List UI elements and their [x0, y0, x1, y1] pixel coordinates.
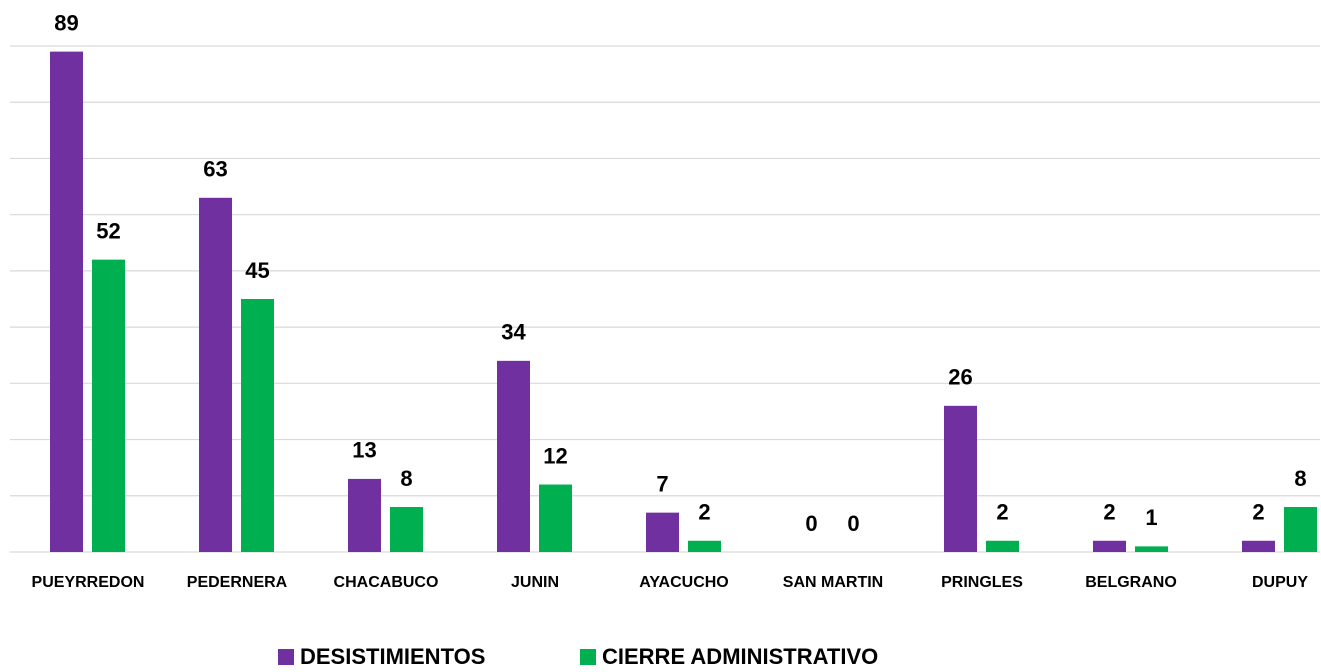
bar [241, 299, 274, 552]
legend-swatch [278, 649, 294, 665]
x-tick-label: AYACUCHO [639, 574, 729, 591]
value-label: 0 [847, 511, 859, 536]
value-label: 34 [501, 320, 526, 345]
value-label: 12 [543, 443, 567, 468]
bar [1135, 546, 1168, 552]
value-label: 13 [352, 438, 376, 463]
bar [199, 197, 232, 553]
bar [1284, 507, 1317, 552]
bar [646, 512, 679, 552]
bar [944, 405, 977, 552]
bar [497, 360, 530, 552]
x-tick-label: PUEYRREDON [32, 574, 145, 591]
value-label: 89 [54, 10, 78, 35]
x-tick-label: PEDERNERA [187, 574, 288, 591]
bar [92, 259, 125, 552]
value-label: 52 [96, 218, 120, 243]
x-tick-label: SAN MARTIN [783, 574, 883, 591]
x-tick-label: DUPUY [1252, 574, 1308, 591]
value-label: 8 [1294, 466, 1306, 491]
value-label: 26 [948, 365, 972, 390]
bar [1242, 540, 1275, 552]
bar [688, 540, 721, 552]
bar [539, 484, 572, 552]
legend-label: CIERRE ADMINISTRATIVO [602, 644, 878, 669]
value-label: 2 [1103, 500, 1115, 525]
bar [50, 51, 83, 552]
x-tick-label: CHACABUCO [334, 574, 439, 591]
legend-label: DESISTIMIENTOS [300, 644, 485, 669]
value-label: 0 [805, 511, 817, 536]
value-label: 2 [996, 500, 1008, 525]
bar [348, 478, 381, 552]
value-label: 1 [1145, 505, 1157, 530]
bar [390, 507, 423, 552]
value-label: 7 [656, 471, 668, 496]
value-label: 2 [698, 500, 710, 525]
bar [986, 540, 1019, 552]
value-label: 45 [245, 258, 269, 283]
x-tick-label: BELGRANO [1085, 574, 1177, 591]
value-label: 8 [400, 466, 412, 491]
value-label: 63 [203, 157, 227, 182]
value-label: 2 [1252, 500, 1264, 525]
x-tick-label: JUNIN [511, 574, 559, 591]
bar [1093, 540, 1126, 552]
x-tick-label: PRINGLES [941, 574, 1023, 591]
legend-swatch [580, 649, 596, 665]
